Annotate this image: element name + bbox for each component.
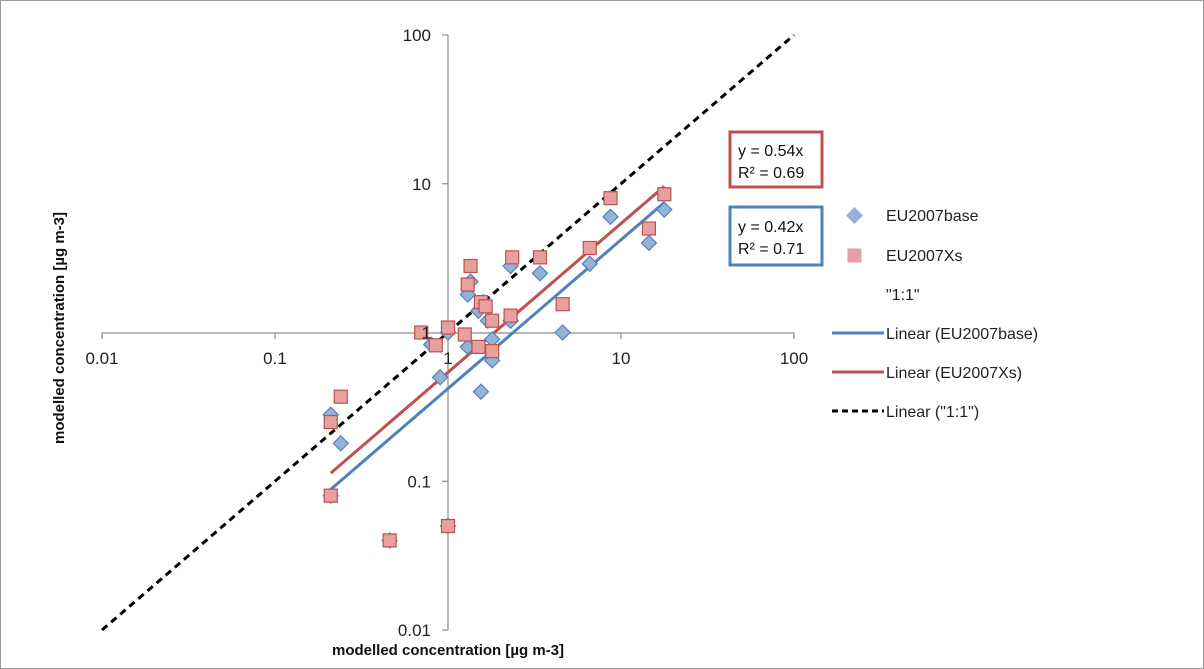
x-tick-label: 0.1 [263, 349, 287, 368]
point-eu2007xs [478, 299, 493, 314]
r2-xs: R² = 0.69 [738, 165, 804, 182]
point-eu2007xs [657, 187, 672, 202]
legend-label-eu2007base: EU2007base [886, 208, 979, 225]
point-eu2007xs [505, 250, 520, 265]
x-tick-label: 100 [780, 349, 808, 368]
point-eu2007xs [440, 320, 456, 335]
point-eu2007xs [414, 325, 429, 340]
equation-box-base: y = 0.42x R² = 0.71 [728, 205, 824, 267]
tick-labels: 0.01 0.1 1 10 100 0.01 0.1 1 10 100 [85, 26, 808, 640]
point-eu2007base [531, 264, 549, 282]
equation-base: y = 0.42x [738, 219, 803, 236]
point-eu2007xs [485, 343, 500, 359]
point-eu2007base [431, 368, 449, 386]
legend-item-linear-1-1: Linear ("1:1") [832, 404, 979, 421]
point-eu2007base [640, 234, 658, 252]
legend-label-eu2007xs: EU2007Xs [886, 248, 963, 265]
point-eu2007base [655, 201, 673, 218]
equation-xs: y = 0.54x [738, 143, 803, 160]
y-tick-label: 1 [422, 324, 431, 343]
point-eu2007xs [555, 297, 570, 312]
x-tick-label: 1 [443, 349, 452, 368]
point-eu2007xs [382, 533, 397, 548]
legend-label-linear-xs: Linear (EU2007Xs) [886, 365, 1022, 382]
point-eu2007base [472, 383, 490, 401]
point-eu2007base [332, 434, 350, 452]
point-eu2007xs [428, 338, 443, 353]
point-eu2007xs [323, 414, 338, 430]
x-tick-label: 0.01 [85, 349, 118, 368]
point-eu2007xs [603, 191, 618, 206]
y-axis-title: modelled concentration [µg m-3] [51, 212, 68, 444]
point-eu2007xs [485, 313, 500, 328]
legend-label-1-1: "1:1" [886, 287, 920, 304]
trendline-1 [329, 185, 666, 475]
point-eu2007base [581, 255, 599, 273]
point-eu2007xs [440, 518, 456, 534]
x-tick-label: 10 [612, 349, 631, 368]
markers [322, 187, 673, 549]
point-eu2007xs [323, 488, 338, 503]
point-eu2007xs [463, 258, 478, 274]
point-eu2007xs [641, 221, 657, 236]
equation-box-xs: y = 0.54x R² = 0.69 [728, 130, 824, 189]
y-tick-label: 0.1 [407, 472, 431, 491]
y-tick-label: 100 [403, 26, 431, 45]
legend-item-eu2007xs: EU2007Xs [847, 248, 963, 265]
legend-item-linear-base: Linear (EU2007base) [832, 326, 1038, 343]
legend: EU2007base EU2007Xs "1:1" Linear (EU2007… [832, 207, 1038, 421]
legend-label-linear-base: Linear (EU2007base) [886, 326, 1038, 343]
point-eu2007xs [460, 277, 475, 292]
legend-item-eu2007base: EU2007base [846, 207, 979, 225]
y-tick-label: 0.01 [398, 621, 431, 640]
point-eu2007xs [532, 250, 548, 265]
point-eu2007base [554, 324, 572, 341]
point-eu2007xs [333, 389, 348, 404]
legend-item-1-1: "1:1" [886, 287, 920, 304]
x-axis-title: modelled concentration [µg m-3] [332, 642, 564, 659]
r2-base: R² = 0.71 [738, 241, 804, 258]
legend-label-linear-1-1: Linear ("1:1") [886, 404, 979, 421]
y-tick-label: 10 [412, 175, 431, 194]
point-eu2007xs [457, 327, 472, 342]
legend-item-linear-xs: Linear (EU2007Xs) [832, 365, 1022, 382]
legend-marker-eu2007xs [847, 248, 862, 263]
point-eu2007xs [471, 339, 486, 355]
legend-marker-eu2007base [846, 207, 863, 224]
point-eu2007xs [503, 308, 518, 323]
point-eu2007base [602, 208, 619, 226]
point-eu2007xs [582, 240, 597, 256]
